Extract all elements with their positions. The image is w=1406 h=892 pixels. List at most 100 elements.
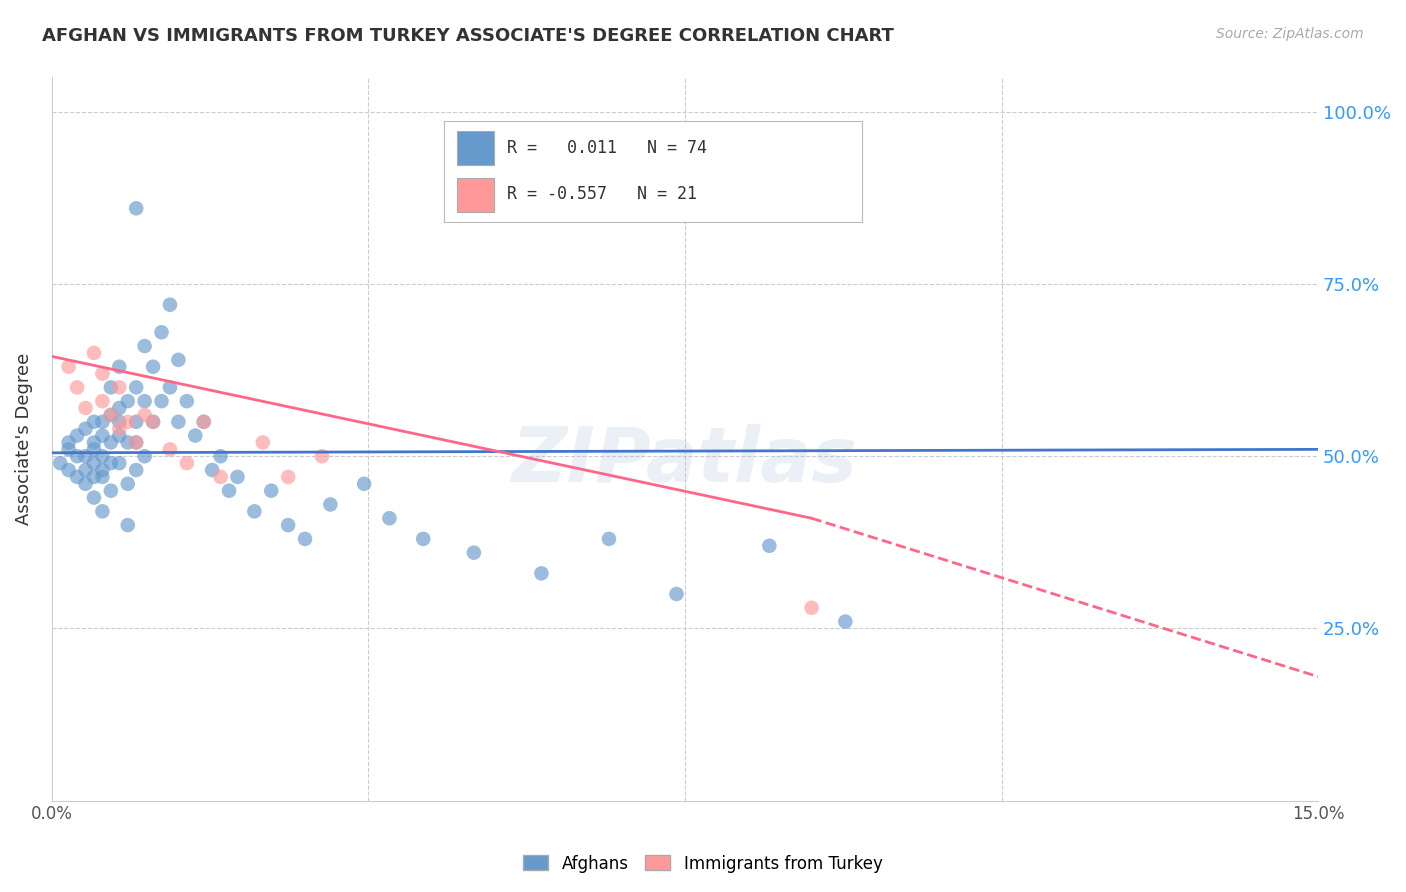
Point	[412, 532, 434, 546]
Point	[142, 359, 165, 374]
Point	[125, 415, 148, 429]
Point	[75, 476, 97, 491]
Point	[209, 470, 232, 484]
Point	[125, 380, 148, 394]
Point	[100, 408, 122, 422]
Point	[201, 463, 224, 477]
Point	[58, 359, 80, 374]
Point	[218, 483, 240, 498]
Point	[134, 339, 156, 353]
Point	[49, 456, 72, 470]
Point	[117, 518, 139, 533]
Point	[758, 539, 780, 553]
Point	[125, 435, 148, 450]
Point	[193, 415, 215, 429]
Point	[58, 463, 80, 477]
Point	[226, 470, 249, 484]
Point	[100, 380, 122, 394]
Point	[75, 401, 97, 415]
Point	[193, 415, 215, 429]
Text: Source: ZipAtlas.com: Source: ZipAtlas.com	[1216, 27, 1364, 41]
Point	[159, 380, 181, 394]
Point	[117, 394, 139, 409]
Point	[800, 600, 823, 615]
Point	[75, 463, 97, 477]
Point	[834, 615, 856, 629]
Point	[91, 504, 114, 518]
Point	[159, 442, 181, 457]
Point	[243, 504, 266, 518]
Point	[66, 449, 89, 463]
Text: AFGHAN VS IMMIGRANTS FROM TURKEY ASSOCIATE'S DEGREE CORRELATION CHART: AFGHAN VS IMMIGRANTS FROM TURKEY ASSOCIA…	[42, 27, 894, 45]
Point	[91, 449, 114, 463]
Point	[100, 483, 122, 498]
Point	[100, 408, 122, 422]
Point	[125, 202, 148, 216]
Point	[100, 435, 122, 450]
Point	[66, 428, 89, 442]
Point	[66, 380, 89, 394]
Point	[108, 456, 131, 470]
Point	[91, 367, 114, 381]
Point	[83, 456, 105, 470]
Point	[311, 449, 333, 463]
Point	[58, 435, 80, 450]
Point	[530, 566, 553, 581]
Point	[134, 408, 156, 422]
Point	[598, 532, 620, 546]
Point	[277, 470, 299, 484]
Point	[83, 470, 105, 484]
Point	[83, 491, 105, 505]
Point	[167, 352, 190, 367]
Point	[125, 463, 148, 477]
Point	[91, 394, 114, 409]
Point	[353, 476, 375, 491]
Point	[83, 415, 105, 429]
Point	[125, 435, 148, 450]
Point	[134, 449, 156, 463]
Point	[108, 359, 131, 374]
Point	[108, 401, 131, 415]
Point	[91, 428, 114, 442]
Point	[83, 442, 105, 457]
Point	[66, 470, 89, 484]
Point	[150, 394, 173, 409]
Point	[142, 415, 165, 429]
Point	[91, 463, 114, 477]
Point	[75, 449, 97, 463]
Point	[319, 498, 342, 512]
Point	[150, 326, 173, 340]
Point	[184, 428, 207, 442]
Point	[108, 380, 131, 394]
Point	[159, 298, 181, 312]
Point	[100, 456, 122, 470]
Point	[665, 587, 688, 601]
Point	[378, 511, 401, 525]
Point	[142, 415, 165, 429]
Point	[277, 518, 299, 533]
Point	[58, 442, 80, 457]
Point	[260, 483, 283, 498]
Point	[176, 394, 198, 409]
Text: ZIPatlas: ZIPatlas	[512, 424, 858, 498]
Point	[134, 394, 156, 409]
Point	[108, 415, 131, 429]
Point	[176, 456, 198, 470]
Point	[83, 435, 105, 450]
Point	[108, 422, 131, 436]
Legend: Afghans, Immigrants from Turkey: Afghans, Immigrants from Turkey	[517, 848, 889, 880]
Point	[167, 415, 190, 429]
Point	[209, 449, 232, 463]
Y-axis label: Associate's Degree: Associate's Degree	[15, 353, 32, 525]
Point	[108, 428, 131, 442]
Point	[117, 435, 139, 450]
Point	[83, 346, 105, 360]
Point	[75, 422, 97, 436]
Point	[117, 476, 139, 491]
Point	[117, 415, 139, 429]
Point	[91, 470, 114, 484]
Point	[91, 415, 114, 429]
Point	[252, 435, 274, 450]
Point	[294, 532, 316, 546]
Point	[463, 546, 485, 560]
